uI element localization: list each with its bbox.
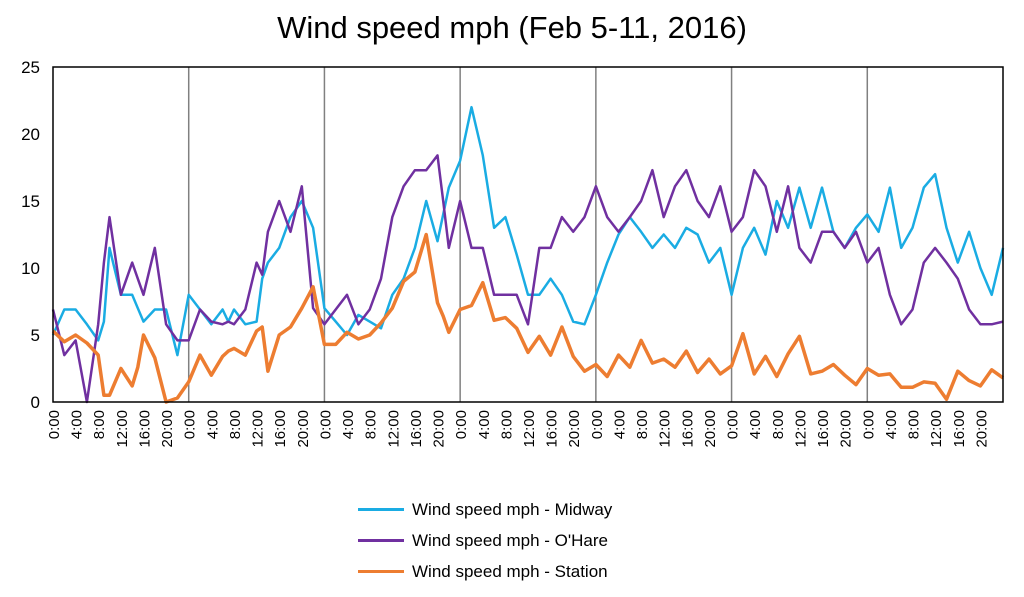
x-tick-label-day2-000: 0:00 <box>182 410 199 439</box>
x-tick-label-day5-000: 0:00 <box>589 410 606 439</box>
legend-swatch-midway <box>358 508 404 511</box>
x-tick-label-day4-400: 4:00 <box>476 410 493 439</box>
x-tick-label-day7-400: 4:00 <box>883 410 900 439</box>
legend: Wind speed mph - Midway Wind speed mph -… <box>358 494 612 587</box>
y-tick-label-25: 25 <box>21 58 40 77</box>
x-tick-label-day4-1200: 12:00 <box>521 410 538 448</box>
day-separator-lines <box>187 67 869 402</box>
x-tick-label-day7-1600: 16:00 <box>951 410 968 448</box>
legend-item-station: Wind speed mph - Station <box>358 556 612 587</box>
series-lines <box>51 105 1005 404</box>
x-tick-label-day6-000: 0:00 <box>725 410 742 439</box>
x-tick-label-day3-1600: 16:00 <box>408 410 425 448</box>
x-tick-label-day6-1600: 16:00 <box>815 410 832 448</box>
series-line-ohare <box>51 154 1004 404</box>
y-tick-label-15: 15 <box>21 192 40 211</box>
x-tick-label-day5-400: 4:00 <box>611 410 628 439</box>
x-tick-label-day1-400: 4:00 <box>69 410 86 439</box>
x-tick-label-day7-2000: 20:00 <box>973 410 990 448</box>
y-tick-label-5: 5 <box>31 326 40 345</box>
x-tick-label-day2-2000: 20:00 <box>295 410 312 448</box>
chart-title: Wind speed mph (Feb 5-11, 2016) <box>277 10 747 45</box>
x-tick-label-day3-1200: 12:00 <box>385 410 402 448</box>
x-tick-label-day7-800: 8:00 <box>906 410 923 439</box>
x-tick-label-day3-400: 4:00 <box>340 410 357 439</box>
y-tick-label-10: 10 <box>21 259 40 278</box>
x-tick-label-day4-000: 0:00 <box>453 410 470 439</box>
x-tick-label-day1-1600: 16:00 <box>136 410 153 448</box>
x-tick-label-day3-000: 0:00 <box>317 410 334 439</box>
plot-area-border <box>52 66 1004 403</box>
x-tick-label-day5-2000: 20:00 <box>702 410 719 448</box>
legend-swatch-ohare <box>358 539 404 542</box>
x-axis-tick-labels: 0:00 4:00 8:00 12:00 16:00 20:00 0:00 4:00 8:00 1… <box>46 410 990 448</box>
x-tick-label-day4-800: 8:00 <box>498 410 515 439</box>
x-tick-label-day6-1200: 12:00 <box>792 410 809 448</box>
x-tick-label-day1-2000: 20:00 <box>159 410 176 448</box>
x-tick-label-day6-2000: 20:00 <box>838 410 855 448</box>
legend-label-station: Wind speed mph - Station <box>412 561 608 581</box>
x-tick-label-day6-400: 4:00 <box>747 410 764 439</box>
x-tick-label-day7-1200: 12:00 <box>928 410 945 448</box>
x-tick-label-day2-400: 4:00 <box>204 410 221 439</box>
y-axis-tick-labels: 0 5 10 15 20 25 <box>21 58 40 412</box>
x-tick-label-day1-000: 0:00 <box>46 410 63 439</box>
x-tick-label-day6-800: 8:00 <box>770 410 787 439</box>
legend-item-ohare: Wind speed mph - O'Hare <box>358 525 612 556</box>
x-tick-label-day3-800: 8:00 <box>363 410 380 439</box>
x-tick-label-day2-1600: 16:00 <box>272 410 289 448</box>
y-tick-label-20: 20 <box>21 125 40 144</box>
x-tick-label-day3-2000: 20:00 <box>431 410 448 448</box>
legend-swatch-station <box>358 570 404 573</box>
x-tick-label-day4-1600: 16:00 <box>544 410 561 448</box>
x-tick-label-day2-800: 8:00 <box>227 410 244 439</box>
legend-label-midway: Wind speed mph - Midway <box>412 499 613 519</box>
x-tick-label-day7-000: 0:00 <box>860 410 877 439</box>
y-tick-label-0: 0 <box>31 393 40 412</box>
legend-item-midway: Wind speed mph - Midway <box>358 494 612 525</box>
x-tick-label-day1-800: 8:00 <box>91 410 108 439</box>
series-line-station <box>51 232 1005 404</box>
x-tick-label-day1-1200: 12:00 <box>114 410 131 448</box>
x-tick-label-day5-1200: 12:00 <box>657 410 674 448</box>
x-tick-label-day5-1600: 16:00 <box>679 410 696 448</box>
legend-label-ohare: Wind speed mph - O'Hare <box>412 530 608 550</box>
x-tick-label-day5-800: 8:00 <box>634 410 651 439</box>
x-tick-label-day2-1200: 12:00 <box>250 410 267 448</box>
x-tick-label-day4-2000: 20:00 <box>566 410 583 448</box>
